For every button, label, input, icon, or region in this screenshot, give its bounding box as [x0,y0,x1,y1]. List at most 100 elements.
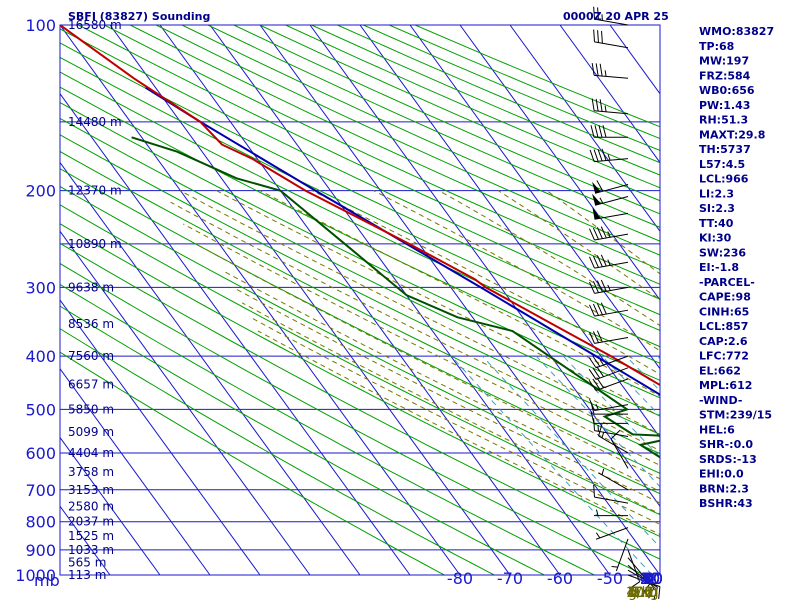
temperature-tick-label: -20 [637,569,663,588]
index-line: -WIND- [699,394,742,407]
index-line: SHR-:0.0 [699,438,753,451]
wind-barb [627,549,641,590]
wind-barb [593,29,629,49]
height-label: 2580 m [68,499,114,513]
index-line: HEL:6 [699,423,735,436]
height-label: 565 m [68,556,106,570]
wind-barb [588,366,629,380]
index-line: MW:197 [699,55,749,68]
height-label: 113 m [68,568,106,582]
mixing-ratio-tick-label: 5.0 [631,585,653,600]
temperature-tick-label: -70 [497,569,523,588]
index-line: MAXT:29.8 [699,128,765,141]
index-line: TP:68 [699,40,734,53]
mixing-ratio-tick-label: 0.1 [631,585,653,600]
index-line: SI:2.3 [699,202,735,215]
pressure-tick-label: 600 [25,444,56,463]
dry-adiabats [60,25,660,575]
index-line: PW:1.43 [699,99,750,112]
height-label: 7560 m [68,349,114,363]
height-label: 1033 m [68,543,114,557]
wind-barb [611,538,629,572]
mixing-ratio-tick-label: 0.6 [631,585,653,600]
index-line: -PARCEL- [699,276,755,289]
wind-barb [627,569,658,600]
index-line: STM:239/15 [699,409,772,422]
height-label: 2037 m [68,515,114,529]
plot-frame [59,24,661,576]
temperature-tick-label: -40 [637,569,663,588]
index-line: LCL:857 [699,320,748,333]
wind-barb [589,148,629,163]
wind-barb [627,574,661,599]
wind-barb [598,468,629,491]
temperature-tick-label: -60 [547,569,573,588]
wind-barb [589,330,629,344]
chart-title: SBFI (83827) Sounding [68,10,210,23]
height-label: 4404 m [68,446,114,460]
index-line: EL:662 [699,364,741,377]
pressure-tick-label: 200 [25,182,56,201]
wind-barb [594,509,628,517]
pressure-tick-labels: 100 200 300 400 500 600 700 800 900 1000 [15,16,56,585]
index-line: CAPE:98 [699,291,751,304]
temperature-tick-label: -10 [637,569,663,588]
wind-barb [592,180,629,194]
wind-barb [590,125,628,138]
wind-barb [589,279,629,294]
index-line: TH:5737 [699,143,751,156]
mixing-ratio-tick-label: 1.0 [631,585,653,600]
pressure-tick-label: 300 [25,278,56,297]
mixing-ratio-tick-labels: 0.10.20.61.02.03.05.010.020.040.0 [626,585,657,600]
temperature-trace [60,25,660,387]
chart-time: 0000Z 20 APR 25 [563,10,669,23]
wind-barb [593,418,629,437]
mixing-ratio-tick-label: 2.0 [631,585,653,600]
index-line: BRN:2.3 [699,482,749,495]
wind-barb [591,98,629,115]
pressure-unit-label: mb [34,571,60,590]
index-line: SW:236 [699,246,746,259]
index-line: EHI:0.0 [699,468,744,481]
height-label: 3758 m [68,465,114,479]
wind-barb [588,355,629,369]
wind-barb [588,377,629,391]
temperature-tick-label: -30 [637,569,663,588]
pressure-tick-label: 700 [25,481,56,500]
wind-barb [589,226,629,241]
mixing-ratio-tick-label: 10.0 [626,585,657,600]
height-label: 14480 m [68,115,122,129]
parcel-trace [145,86,660,396]
height-label: 16580 m [68,18,122,32]
pressure-tick-label: 400 [25,347,56,366]
wind-barb [593,6,629,26]
index-line: L57:4.5 [699,158,745,171]
isotherm-gridlines [60,25,660,575]
wind-barb [589,399,629,412]
height-label: 5099 m [68,425,114,439]
height-label: 5850 m [68,402,114,416]
index-line: SRDS:-13 [699,453,757,466]
index-line: KI:30 [699,232,732,245]
wind-barbs [588,6,661,600]
height-label: 10890 m [68,237,122,251]
index-line: LFC:772 [699,350,749,363]
height-labels: 16580 m 14480 m 12370 m 10890 m 9638 m 8536 m… [68,18,122,582]
index-line: RH:51.3 [699,114,748,127]
pressure-tick-label: 900 [25,541,56,560]
index-line: WMO:83827 [699,25,774,38]
wind-barb [592,193,629,206]
index-line: MPL:612 [699,379,752,392]
index-line: LCL:966 [699,173,749,186]
temperature-tick-label: -50 [597,569,623,588]
wind-barb [592,207,629,220]
index-line: LI:2.3 [699,187,734,200]
height-label: 3153 m [68,483,114,497]
height-label: 9638 m [68,280,114,294]
index-line: CAP:2.6 [699,335,748,348]
temperature-tick-label: 0 [645,569,655,588]
wind-barb [595,527,629,540]
pressure-tick-label: 500 [25,400,56,419]
